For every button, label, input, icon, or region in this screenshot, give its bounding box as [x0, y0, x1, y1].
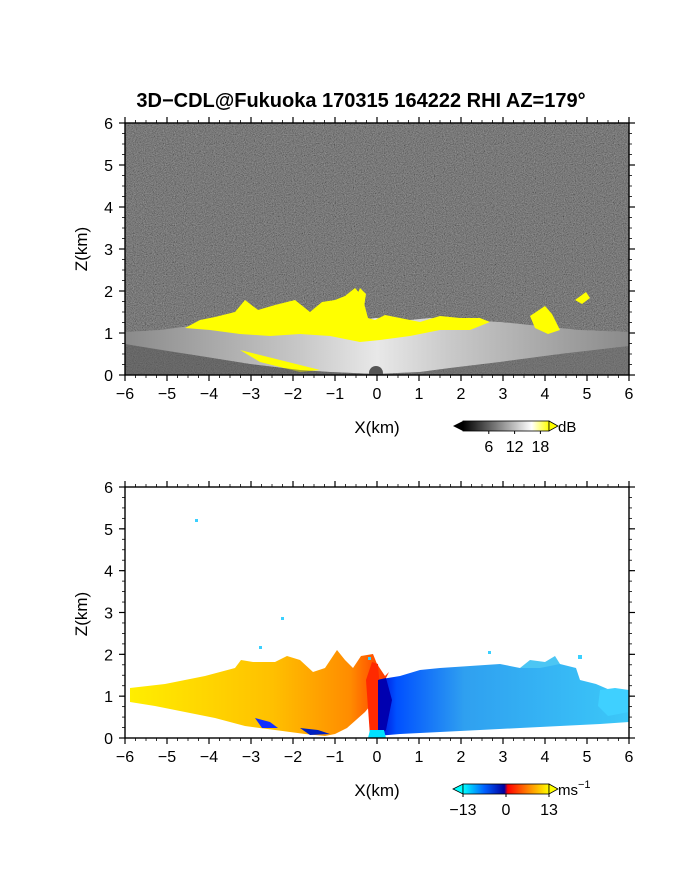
x-tick-label: −6 — [116, 749, 134, 766]
y-tick-label: 3 — [104, 242, 113, 259]
velocity-echo-toward — [376, 664, 629, 736]
velocity-echo-low-center — [368, 730, 386, 738]
x-tick-label: −2 — [284, 386, 302, 403]
snr-colorbar-low-arrow — [453, 421, 463, 431]
y-tick-label: 6 — [104, 116, 113, 133]
velocity-speckle — [578, 655, 582, 659]
velocity-x-axis-label: X(km) — [354, 781, 399, 800]
snr-colorbar-high-arrow — [548, 420, 559, 432]
snr-colorbar-ticks: 6 12 18 — [484, 431, 549, 456]
y-tick-label: 2 — [104, 647, 113, 664]
x-tick-label: −3 — [242, 749, 260, 766]
x-tick-label: 5 — [583, 386, 592, 403]
colorbar-tick-label: −13 — [449, 802, 476, 819]
snr-near-ground-right — [376, 346, 629, 375]
snr-echo-yellow-streak — [355, 288, 366, 322]
velocity-colorbar: −13 0 13 ms−1 — [449, 779, 590, 819]
chart-title: 3D−CDL@Fukuoka 170315 164222 RHI AZ=179° — [136, 90, 585, 112]
velocity-y-axis-label: Z(km) — [72, 592, 91, 636]
colorbar-tick-label: 0 — [502, 802, 511, 819]
y-tick-label: 4 — [104, 564, 113, 581]
colorbar-tick-label: 6 — [484, 439, 493, 456]
x-tick-label: 6 — [625, 749, 634, 766]
x-tick-label: 4 — [541, 386, 550, 403]
y-tick-label: 0 — [104, 731, 113, 748]
velocity-colorbar-unit: ms−1 — [558, 779, 591, 799]
x-tick-label: −2 — [284, 749, 302, 766]
x-tick-label: −6 — [116, 386, 134, 403]
y-tick-label: 2 — [104, 284, 113, 301]
snr-near-ground — [125, 344, 376, 375]
velocity-echo-far-right — [598, 688, 629, 716]
x-tick-label: 5 — [583, 749, 592, 766]
snr-echo-yellow — [185, 288, 490, 342]
velocity-colorbar-unit-base: ms — [558, 782, 578, 799]
x-tick-label: −1 — [326, 386, 344, 403]
snr-y-tick-labels: 0 1 2 3 4 5 6 — [104, 116, 113, 385]
velocity-colorbar-high-arrow — [548, 783, 559, 795]
y-tick-label: 1 — [104, 689, 113, 706]
velocity-y-tick-labels: 0 1 2 3 4 5 6 — [104, 480, 113, 748]
x-tick-label: −5 — [158, 749, 176, 766]
x-tick-label: 3 — [499, 749, 508, 766]
snr-echo-yellow-base — [240, 350, 320, 372]
snr-colorbar-bar — [462, 420, 550, 432]
snr-x-tick-labels: −6 −5 −4 −3 −2 −1 0 1 2 3 4 5 6 — [116, 386, 634, 403]
x-tick-label: 2 — [457, 386, 466, 403]
x-tick-label: −1 — [326, 749, 344, 766]
velocity-tick-marks — [119, 481, 635, 744]
colorbar-tick-label: 13 — [540, 802, 558, 819]
snr-colorbar: 6 12 18 dB — [453, 419, 576, 456]
y-tick-label: 5 — [104, 522, 113, 539]
y-tick-label: 5 — [104, 158, 113, 175]
y-tick-label: 0 — [104, 368, 113, 385]
velocity-colorbar-bar — [462, 783, 550, 795]
colorbar-tick-label: 12 — [506, 439, 524, 456]
colorbar-tick-label: 18 — [532, 439, 550, 456]
x-tick-label: 6 — [625, 386, 634, 403]
snr-colorbar-unit: dB — [558, 419, 576, 436]
x-tick-label: −5 — [158, 386, 176, 403]
x-tick-label: −3 — [242, 386, 260, 403]
snr-radar-site — [369, 366, 383, 375]
x-tick-label: 0 — [373, 749, 382, 766]
y-tick-label: 6 — [104, 480, 113, 497]
y-tick-label: 4 — [104, 200, 113, 217]
velocity-echo-low-left-2 — [300, 728, 330, 735]
velocity-speckle — [281, 617, 284, 620]
velocity-speckle — [368, 657, 371, 660]
snr-echo-yellow-far — [575, 292, 590, 304]
y-tick-label: 3 — [104, 606, 113, 623]
snr-tick-marks — [119, 117, 635, 381]
velocity-speckle — [259, 646, 262, 649]
x-tick-label: 0 — [373, 386, 382, 403]
snr-image — [125, 123, 629, 375]
velocity-colorbar-ticks: −13 0 13 — [449, 794, 558, 819]
velocity-echo-near-zero-blue — [378, 678, 392, 736]
velocity-speckle — [488, 651, 491, 654]
snr-y-axis-label: Z(km) — [72, 227, 91, 271]
velocity-echo-away — [130, 650, 389, 736]
velocity-echo-low-left — [255, 718, 278, 728]
snr-x-axis-label: X(km) — [354, 418, 399, 437]
snr-echo-yellow-right — [530, 306, 560, 334]
x-tick-label: −4 — [200, 749, 218, 766]
x-tick-label: −4 — [200, 386, 218, 403]
x-tick-label: 2 — [457, 749, 466, 766]
velocity-x-tick-labels: −6 −5 −4 −3 −2 −1 0 1 2 3 4 5 6 — [116, 749, 634, 766]
x-tick-label: 1 — [415, 749, 424, 766]
x-tick-label: 4 — [541, 749, 550, 766]
y-tick-label: 1 — [104, 326, 113, 343]
x-tick-label: 3 — [499, 386, 508, 403]
velocity-image — [125, 487, 629, 738]
velocity-echo-near-zero — [366, 662, 380, 736]
velocity-speckle — [195, 519, 198, 522]
velocity-echo-toward-cap — [520, 656, 560, 668]
x-tick-label: 1 — [415, 386, 424, 403]
velocity-colorbar-low-arrow — [452, 783, 464, 795]
velocity-colorbar-unit-exp: −1 — [578, 779, 591, 791]
